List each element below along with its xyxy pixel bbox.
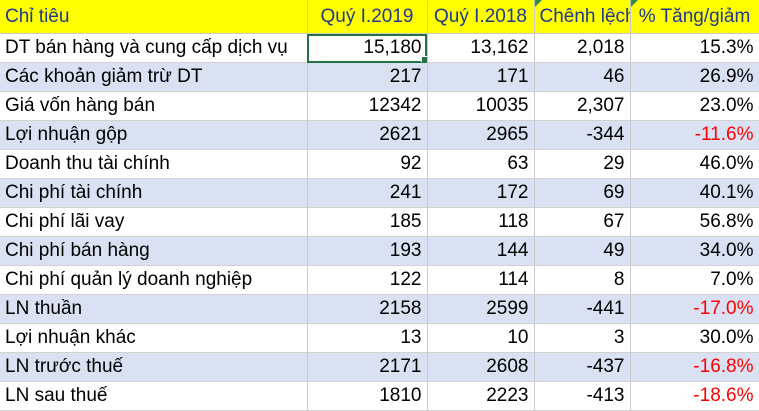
header-cell-q2018[interactable]: Quý I.2018 [427, 0, 535, 34]
cell-diff[interactable]: 46 [534, 62, 631, 92]
cell-q2019[interactable]: 122 [307, 265, 428, 295]
cell-q2018[interactable]: 172 [427, 178, 535, 208]
cell-diff[interactable]: -344 [534, 120, 631, 150]
cell-diff[interactable]: 2,018 [534, 33, 631, 63]
header-cell-diff[interactable]: Chênh lệch [534, 0, 631, 34]
cell-q2018[interactable]: 63 [427, 149, 535, 179]
cell-pct[interactable]: 40.1% [630, 178, 759, 208]
cell-indicator-name[interactable]: LN trước thuế [0, 352, 308, 382]
cell-q2018[interactable]: 2965 [427, 120, 535, 150]
cell-indicator-name[interactable]: Doanh thu tài chính [0, 149, 308, 179]
fill-handle[interactable] [420, 56, 426, 62]
cell-pct[interactable]: -18.6% [630, 381, 759, 411]
cell-pct[interactable]: 34.0% [630, 236, 759, 266]
cell-q2018[interactable]: 2599 [427, 294, 535, 324]
table-row: Doanh thu tài chính 92 63 29 46.0% [0, 149, 759, 179]
cell-pct[interactable]: 46.0% [630, 149, 759, 179]
cell-q2019[interactable]: 2621 [307, 120, 428, 150]
cell-q2019[interactable]: 13 [307, 323, 428, 353]
table-row: Các khoản giảm trừ DT 217 171 46 26.9% [0, 62, 759, 92]
cell-pct[interactable]: -17.0% [630, 294, 759, 324]
table-row: Chi phí lãi vay 185 118 67 56.8% [0, 207, 759, 237]
header-label: Quý I.2018 [434, 6, 527, 27]
cell-q2019[interactable]: 1810 [307, 381, 428, 411]
cell-indicator-name[interactable]: Các khoản giảm trừ DT [0, 62, 308, 92]
cell-indicator-name[interactable]: Giá vốn hàng bán [0, 91, 308, 121]
header-label: % Tăng/giảm [638, 6, 751, 27]
cell-q2018[interactable]: 118 [427, 207, 535, 237]
cell-diff[interactable]: -413 [534, 381, 631, 411]
cell-indicator-name[interactable]: Chi phí lãi vay [0, 207, 308, 237]
cell-diff[interactable]: 8 [534, 265, 631, 295]
cell-diff[interactable]: 2,307 [534, 91, 631, 121]
table-row: LN trước thuế 2171 2608 -437 -16.8% [0, 352, 759, 382]
header-cell-pct[interactable]: % Tăng/giảm [630, 0, 759, 34]
table-row: Lợi nhuận khác 13 10 3 30.0% [0, 323, 759, 353]
cell-indicator-name[interactable]: Lợi nhuận gộp [0, 120, 308, 150]
cell-q2018[interactable]: 2223 [427, 381, 535, 411]
cell-q2018[interactable]: 114 [427, 265, 535, 295]
header-cell-indicator[interactable]: Chỉ tiêu [0, 0, 308, 34]
cell-indicator-name[interactable]: DT bán hàng và cung cấp dịch vụ [0, 33, 308, 63]
cell-q2019[interactable]: 12342 [307, 91, 428, 121]
cell-indicator-name[interactable]: LN sau thuế [0, 381, 308, 411]
cell-q2019[interactable]: 217 [307, 62, 428, 92]
cell-pct[interactable]: 15.3% [630, 33, 759, 63]
cell-diff[interactable]: -441 [534, 294, 631, 324]
cell-diff[interactable]: 67 [534, 207, 631, 237]
header-cell-q2019[interactable]: Quý I.2019 [307, 0, 428, 34]
cell-q2019[interactable]: 241 [307, 178, 428, 208]
table-row: LN sau thuế 1810 2223 -413 -18.6% [0, 381, 759, 411]
table-row: Chi phí tài chính 241 172 69 40.1% [0, 178, 759, 208]
cell-q2018[interactable]: 2608 [427, 352, 535, 382]
cell-q2019[interactable]: 92 [307, 149, 428, 179]
cell-indicator-name[interactable]: Chi phí bán hàng [0, 236, 308, 266]
table-row: Lợi nhuận gộp 2621 2965 -344 -11.6% [0, 120, 759, 150]
comment-indicator-icon [534, 0, 542, 7]
cell-pct[interactable]: 56.8% [630, 207, 759, 237]
cell-q2018[interactable]: 13,162 [427, 33, 535, 63]
cell-pct[interactable]: -16.8% [630, 352, 759, 382]
table-row: DT bán hàng và cung cấp dịch vụ 15,180 13,… [0, 33, 759, 63]
cell-q2018[interactable]: 144 [427, 236, 535, 266]
cell-diff[interactable]: 3 [534, 323, 631, 353]
cell-pct[interactable]: 23.0% [630, 91, 759, 121]
header-label: Quý I.2019 [320, 6, 414, 27]
table-row: LN thuần 2158 2599 -441 -17.0% [0, 294, 759, 324]
table-row: Chi phí quản lý doanh nghiệp 122 114 8 7.0% [0, 265, 759, 295]
cell-diff[interactable]: 69 [534, 178, 631, 208]
cell-q2019[interactable]: 2171 [307, 352, 428, 382]
cell-indicator-name[interactable]: Chi phí quản lý doanh nghiệp [0, 265, 308, 295]
cell-pct[interactable]: 30.0% [630, 323, 759, 353]
cell-q2018[interactable]: 10035 [427, 91, 535, 121]
cell-q2019[interactable]: 2158 [307, 294, 428, 324]
cell-indicator-name[interactable]: Lợi nhuận khác [0, 323, 308, 353]
cell-q2019[interactable]: 193 [307, 236, 428, 266]
cell-indicator-name[interactable]: Chi phí tài chính [0, 178, 308, 208]
cell-diff[interactable]: 29 [534, 149, 631, 179]
table-row: Chi phí bán hàng 193 144 49 34.0% [0, 236, 759, 266]
cell-diff[interactable]: -437 [534, 352, 631, 382]
header-label: Chênh lệch [539, 6, 630, 27]
cell-q2018[interactable]: 171 [427, 62, 535, 92]
cell-q2019[interactable]: 185 [307, 207, 428, 237]
cell-pct[interactable]: -11.6% [630, 120, 759, 150]
comment-indicator-icon [630, 0, 638, 7]
header-label: Chỉ tiêu [5, 6, 70, 27]
table-row: Giá vốn hàng bán 12342 10035 2,307 23.0% [0, 91, 759, 121]
cell-q2019[interactable]: 15,180 [307, 33, 428, 63]
cell-pct[interactable]: 26.9% [630, 62, 759, 92]
cell-pct[interactable]: 7.0% [630, 265, 759, 295]
cell-diff[interactable]: 49 [534, 236, 631, 266]
cell-indicator-name[interactable]: LN thuần [0, 294, 308, 324]
cell-q2018[interactable]: 10 [427, 323, 535, 353]
header-row: Chỉ tiêu Quý I.2019 Quý I.2018 Chênh lệc… [0, 0, 759, 34]
